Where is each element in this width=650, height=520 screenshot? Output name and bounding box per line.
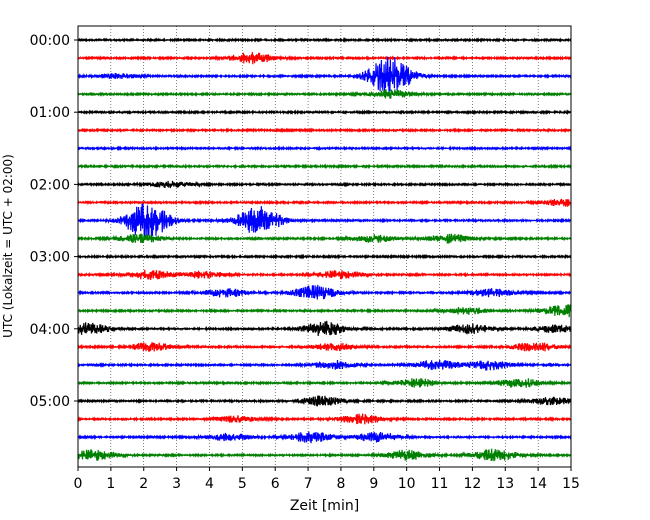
trace-0100 — [77, 109, 572, 116]
trace-0130 — [77, 145, 572, 152]
x-tick-label: 5 — [238, 476, 247, 492]
y-tick-label: 04:00 — [30, 322, 70, 338]
trace-0300 — [77, 253, 572, 260]
x-tick-label: 11 — [431, 476, 449, 492]
x-tick-label: 7 — [304, 476, 313, 492]
trace-0115 — [77, 127, 572, 134]
trace-0230 — [77, 203, 572, 240]
x-tick-label: 10 — [398, 476, 416, 492]
trace-0445 — [77, 378, 572, 388]
x-tick-label: 2 — [139, 476, 148, 492]
trace-0330 — [77, 284, 572, 300]
trace-0515 — [77, 413, 572, 425]
x-axis-ticks: 0 1 2 3 4 5 6 7 8 9 10 11 12 13 14 15 — [74, 467, 580, 492]
x-tick-label: 3 — [172, 476, 181, 492]
trace-0500 — [77, 395, 572, 407]
x-tick-label: 8 — [336, 476, 345, 492]
plot-frame — [77, 25, 572, 468]
trace-0015 — [77, 51, 572, 65]
y-axis-ticks: 00:00 01:00 02:00 03:00 04:00 05:00 — [30, 33, 78, 410]
trace-0315 — [77, 269, 572, 280]
trace-0145 — [77, 163, 572, 170]
y-tick-label: 03:00 — [30, 250, 70, 266]
x-tick-label: 13 — [496, 476, 514, 492]
x-tick-label: 14 — [529, 476, 547, 492]
trace-0545 — [77, 448, 572, 462]
trace-0530 — [77, 431, 572, 444]
trace-0030 — [77, 56, 572, 94]
trace-0045 — [77, 89, 572, 99]
trace-0415 — [77, 342, 572, 352]
trace-0345 — [77, 304, 572, 318]
y-tick-label: 01:00 — [30, 105, 70, 121]
seismic-traces — [77, 37, 572, 462]
x-tick-label: 4 — [205, 476, 214, 492]
y-tick-label: 00:00 — [30, 33, 70, 49]
x-tick-label: 12 — [463, 476, 481, 492]
trace-0215 — [77, 198, 572, 207]
y-axis-title: UTC (Lokalzeit = UTC + 02:00) — [1, 154, 15, 338]
trace-0200 — [77, 180, 572, 189]
trace-0430 — [77, 359, 572, 371]
y-tick-label: 02:00 — [30, 177, 70, 193]
y-tick-label: 05:00 — [30, 394, 70, 410]
x-tick-label: 6 — [271, 476, 280, 492]
x-tick-label: 9 — [369, 476, 378, 492]
plot-background — [78, 26, 571, 467]
trace-0400 — [77, 320, 572, 336]
x-tick-label: 15 — [562, 476, 580, 492]
trace-0000 — [77, 37, 572, 44]
x-tick-label: 0 — [74, 476, 83, 492]
trace-0245 — [77, 233, 572, 244]
x-tick-label: 1 — [106, 476, 115, 492]
x-axis-title: Zeit [min] — [290, 498, 359, 514]
